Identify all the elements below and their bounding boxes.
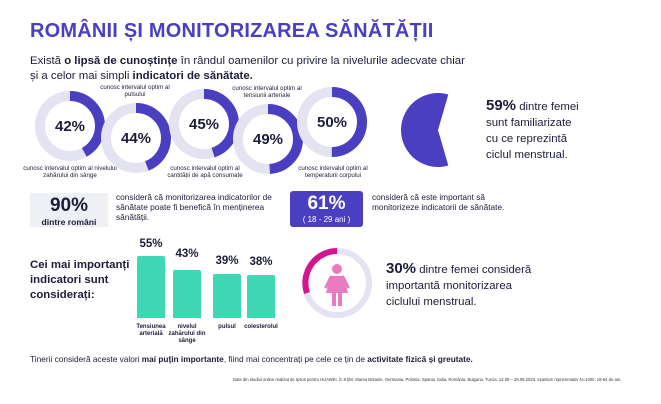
donut-water: 45% <box>168 88 240 160</box>
pie-chart-59 <box>401 93 449 167</box>
stat-61-value: 61% <box>307 193 346 214</box>
bar <box>247 275 275 318</box>
source-note: Date din studiul online realizat de Ipso… <box>233 377 622 382</box>
bar-value-label: 43% <box>175 248 199 260</box>
donut-value: 42% <box>54 117 86 135</box>
stat-90-text: consideră că monitorizarea indicatorilor… <box>116 192 272 222</box>
bar-category-label: Tensiunea arterială <box>136 324 166 337</box>
pie-stat-text: 59% dintre femei sunt familiarizate cu c… <box>486 97 579 162</box>
donut-value: 44% <box>120 129 152 147</box>
bar-value-label: 38% <box>249 256 273 268</box>
donut-pulse: 44% <box>100 102 172 174</box>
bar-category-label: colesterolul <box>244 324 278 330</box>
stat-61-box: 61% ( 18 - 29 ani ) <box>290 191 363 227</box>
female-icon <box>302 248 372 318</box>
donut-value: 49% <box>252 130 284 148</box>
bar-category-label: pulsul <box>218 324 236 330</box>
bar <box>173 269 201 318</box>
stat-90-sub: dintre români <box>41 217 97 227</box>
stat-90-box: 90% dintre români <box>30 193 108 227</box>
stat-61-text: consideră că este important să monitoriz… <box>372 192 505 212</box>
donut-label: cunosc intervalul optim al tensiunii art… <box>232 85 302 100</box>
indicators-title: Cei mai importanți indicatori sunt consi… <box>30 259 130 301</box>
intro-text: Există o lipsă de cunoștințe în rândul o… <box>30 55 465 82</box>
donut-ring <box>169 89 239 159</box>
donut-ring <box>101 103 171 173</box>
bar <box>137 256 165 318</box>
donut-label: cunosc intervalul optim al nivelului zah… <box>23 165 117 180</box>
donut-blood-pressure: 49% <box>232 103 304 175</box>
donut-label: cunosc intervalul optim al cantității de… <box>167 165 243 180</box>
donut-value: 45% <box>188 115 220 133</box>
bar <box>213 274 241 318</box>
stat-90-value: 90% <box>49 195 89 216</box>
donut-ring <box>233 104 303 174</box>
pie-slice <box>401 93 449 167</box>
donut-ring <box>297 87 367 157</box>
donut-ring <box>35 91 105 161</box>
donut-blood-sugar: 42% <box>34 90 106 162</box>
bar-value-label: 55% <box>139 238 163 250</box>
bar-category-label: nivelul zahărului din sânge <box>168 324 206 344</box>
page-title: ROMÂNII ȘI MONITORIZAREA SĂNĂTĂȚII <box>30 20 434 42</box>
stat-30-text: 30% dintre femei consideră importantă mo… <box>386 260 532 309</box>
donut-temperature: 50% <box>296 86 368 158</box>
female-icon-arc <box>302 248 338 294</box>
donut-value: 50% <box>316 113 348 131</box>
donut-label: cunosc intervalul optim al temperaturii … <box>298 165 368 180</box>
stat-61-sub: ( 18 - 29 ani ) <box>302 215 351 224</box>
donut-label: cunosc intervalul optim al pulsului <box>100 84 170 99</box>
bar-value-label: 39% <box>215 255 239 267</box>
footer-text: Tinerii consideră aceste valori mai puți… <box>30 354 473 364</box>
